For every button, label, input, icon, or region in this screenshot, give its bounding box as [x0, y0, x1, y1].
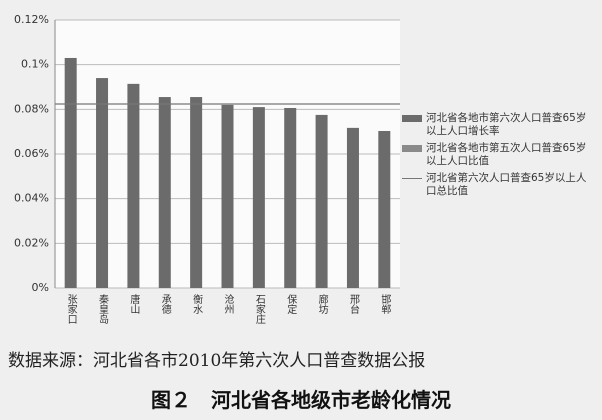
legend: 河北省各地市第六次人口普查65岁以上人口增长率 河北省各地市第五次人口普查65岁以… — [402, 112, 594, 202]
figure-caption: 图２ 河北省各地级市老龄化情况 — [151, 388, 451, 412]
legend-label: 河北省各地市第五次人口普查65岁以上人口比值 — [426, 142, 587, 167]
bar — [252, 107, 265, 288]
legend-swatch — [402, 178, 422, 179]
bar — [64, 57, 77, 288]
bar — [346, 127, 359, 289]
legend-item: 河北省第六次人口普查65岁以上人口总比值 — [402, 172, 594, 198]
bar — [315, 114, 328, 289]
bar — [190, 97, 203, 288]
chart: 0% 0.02% 0.04% 0.06% 0.08% 0.1% 0.12% 张家口 秦皇岛 唐山承… — [14, 13, 400, 325]
bar — [221, 104, 234, 288]
bar — [158, 97, 171, 288]
y-tick-label: 0.1% — [21, 58, 49, 71]
x-tick-label: 保定 — [285, 293, 297, 315]
y-tick-label: 0.02% — [14, 236, 49, 249]
y-tick-label: 0.12% — [14, 13, 49, 26]
x-tick-label: 廊坊 — [316, 293, 328, 315]
x-tick-label: 邢台 — [347, 294, 359, 315]
source-note: 数据来源：河北省各市2010年第六次人口普查数据公报 — [8, 351, 426, 371]
bar — [127, 83, 140, 288]
x-tick-label: 衡水 — [191, 294, 203, 314]
x-tick-label: 承德 — [159, 294, 171, 315]
bar — [96, 78, 109, 288]
bar — [378, 130, 391, 288]
legend-label: 河北省各地市第六次人口普查65岁以上人口增长率 — [426, 112, 587, 137]
x-tick-label: 秦皇岛 — [97, 293, 109, 325]
y-tick-label: 0.08% — [14, 102, 49, 115]
x-tick-label: 石家庄 — [253, 294, 265, 325]
y-tick-label: 0.06% — [14, 147, 49, 160]
x-tick-label: 沧州 — [222, 293, 234, 314]
bar — [284, 107, 297, 288]
legend-label: 河北省第六次人口普查65岁以上人口总比值 — [426, 172, 587, 197]
y-tick-label: 0.04% — [14, 192, 49, 205]
y-tick-label: 0% — [32, 281, 49, 294]
legend-swatch — [402, 145, 422, 152]
legend-swatch — [402, 115, 422, 122]
x-tick-label: 唐山 — [128, 293, 140, 314]
x-tick-label: 邯郸 — [379, 293, 391, 315]
x-tick-label: 张家口 — [65, 294, 77, 324]
legend-item: 河北省各地市第六次人口普查65岁以上人口增长率 — [402, 112, 594, 138]
legend-item: 河北省各地市第五次人口普查65岁以上人口比值 — [402, 142, 594, 168]
